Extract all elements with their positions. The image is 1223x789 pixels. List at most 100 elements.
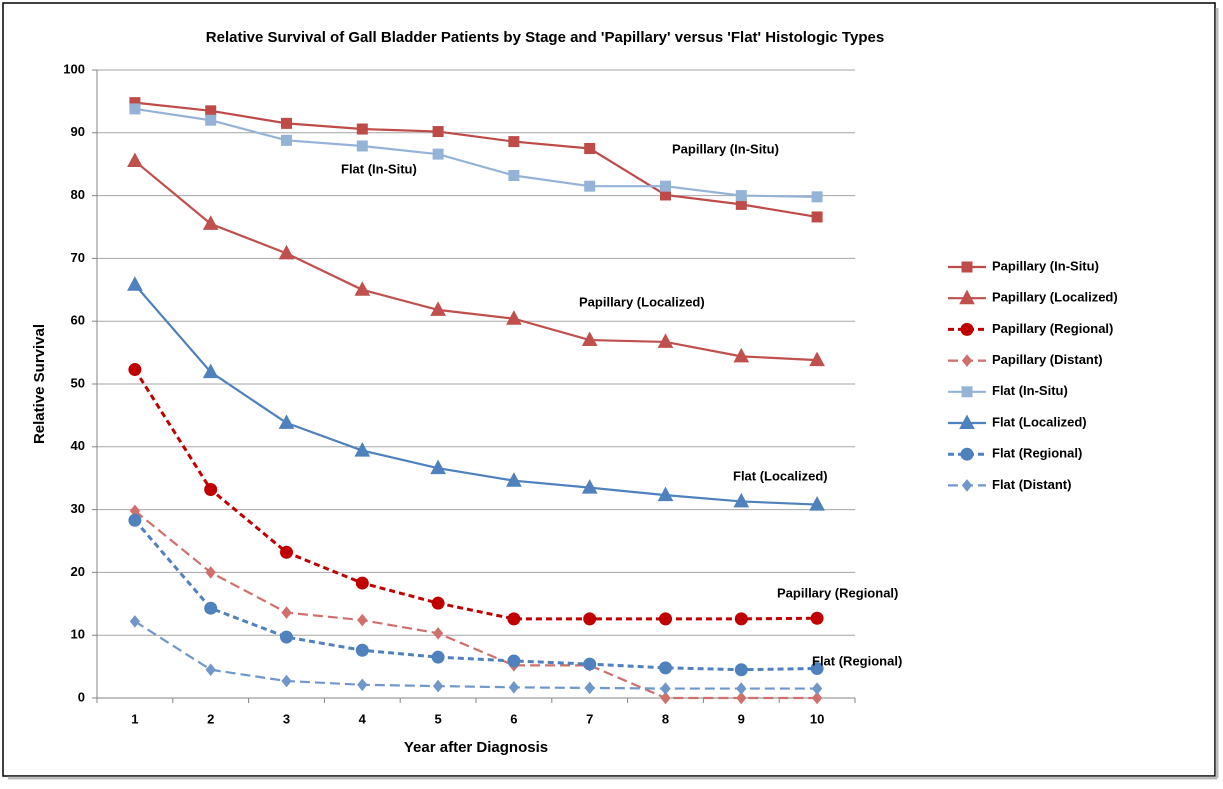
y-tick-label: 60	[71, 313, 85, 328]
data-point	[280, 545, 293, 559]
data-point	[204, 483, 218, 497]
series-line	[133, 519, 818, 672]
data-point	[660, 682, 671, 695]
y-tick-label: 40	[71, 438, 85, 453]
data-point	[354, 442, 371, 457]
y-tick-label: 20	[71, 564, 85, 579]
data-point	[432, 627, 444, 640]
data-point	[356, 123, 368, 135]
x-tick-label: 1	[131, 711, 138, 726]
data-point	[432, 126, 444, 138]
data-point	[809, 496, 825, 511]
data-point	[810, 661, 824, 675]
data-point	[281, 117, 292, 129]
data-point	[127, 152, 143, 168]
data-point	[581, 479, 598, 494]
legend-label: Flat (In-Situ)	[992, 383, 1068, 398]
y-tick-label: 50	[71, 375, 85, 390]
data-point	[204, 601, 218, 615]
data-point	[660, 180, 671, 192]
legend-label: Papillary (Distant)	[992, 352, 1103, 367]
data-point	[202, 363, 219, 379]
data-point	[735, 190, 747, 202]
legend-label: Flat (Regional)	[992, 446, 1082, 461]
data-point	[811, 211, 823, 223]
data-point	[128, 513, 142, 527]
data-point	[431, 596, 445, 610]
x-tick-label: 3	[283, 711, 290, 726]
data-point	[584, 180, 596, 192]
data-point	[733, 492, 750, 508]
data-point	[278, 244, 295, 260]
frame	[2, 2, 1216, 777]
series-line	[134, 620, 818, 690]
data-point	[357, 613, 368, 627]
legend-marker	[961, 261, 973, 273]
y-tick-label: 70	[71, 250, 85, 265]
data-point	[129, 615, 141, 628]
legend-marker	[961, 354, 973, 367]
y-tick-label: 90	[71, 124, 85, 139]
data-point	[581, 331, 598, 347]
y-axis-title: Relative Survival	[31, 324, 48, 444]
data-point	[356, 140, 368, 152]
data-point	[281, 606, 292, 619]
y-tick-label: 80	[71, 187, 85, 202]
x-tick-label: 4	[359, 711, 367, 726]
series-line	[134, 107, 818, 198]
legend-label: Flat (Distant)	[992, 477, 1071, 492]
data-point	[205, 566, 216, 579]
annotation: Papillary (In-Situ)	[672, 141, 779, 156]
annotation: Papillary (Localized)	[579, 294, 705, 309]
data-point	[659, 612, 672, 626]
y-tick-label: 100	[63, 61, 85, 76]
legend-marker	[959, 289, 975, 305]
data-point	[506, 472, 522, 487]
data-point	[657, 333, 674, 348]
data-point	[430, 459, 446, 475]
y-tick-label: 10	[71, 627, 85, 642]
data-point	[734, 612, 748, 626]
data-point	[508, 170, 520, 182]
data-point	[205, 114, 217, 126]
annotation: Flat (Localized)	[733, 468, 828, 483]
data-point	[205, 105, 217, 117]
y-tick-label: 30	[71, 501, 85, 516]
x-tick-label: 7	[586, 711, 593, 726]
data-point	[811, 191, 823, 203]
annotation: Flat (Regional)	[812, 653, 902, 668]
data-point	[736, 682, 747, 695]
legend-label: Papillary (Localized)	[992, 290, 1118, 305]
x-tick-label: 10	[810, 711, 824, 726]
data-point	[506, 310, 522, 325]
x-tick-label: 5	[434, 711, 441, 726]
data-point	[583, 612, 597, 626]
annotation: Flat (In-Situ)	[341, 161, 417, 176]
data-point	[583, 657, 597, 671]
data-point	[357, 678, 368, 692]
data-point	[659, 661, 672, 675]
legend-marker	[961, 479, 973, 492]
data-point	[508, 136, 520, 148]
data-point	[281, 134, 292, 146]
series-line	[134, 510, 818, 700]
data-point	[810, 611, 824, 625]
data-point	[657, 486, 674, 502]
chart-title: Relative Survival of Gall Bladder Patien…	[206, 29, 884, 46]
data-point	[507, 654, 521, 668]
legend-marker	[960, 322, 974, 336]
data-point	[507, 612, 521, 626]
series-line	[133, 368, 818, 621]
legend-marker	[959, 414, 975, 429]
data-point	[430, 301, 446, 316]
data-point	[355, 643, 369, 657]
series-line	[134, 101, 818, 219]
data-point	[811, 682, 823, 695]
data-point	[354, 281, 371, 296]
data-point	[811, 691, 823, 705]
data-point	[733, 347, 750, 363]
data-point	[432, 679, 444, 693]
x-axis-title: Year after Diagnosis	[404, 739, 548, 756]
data-point	[584, 681, 595, 695]
